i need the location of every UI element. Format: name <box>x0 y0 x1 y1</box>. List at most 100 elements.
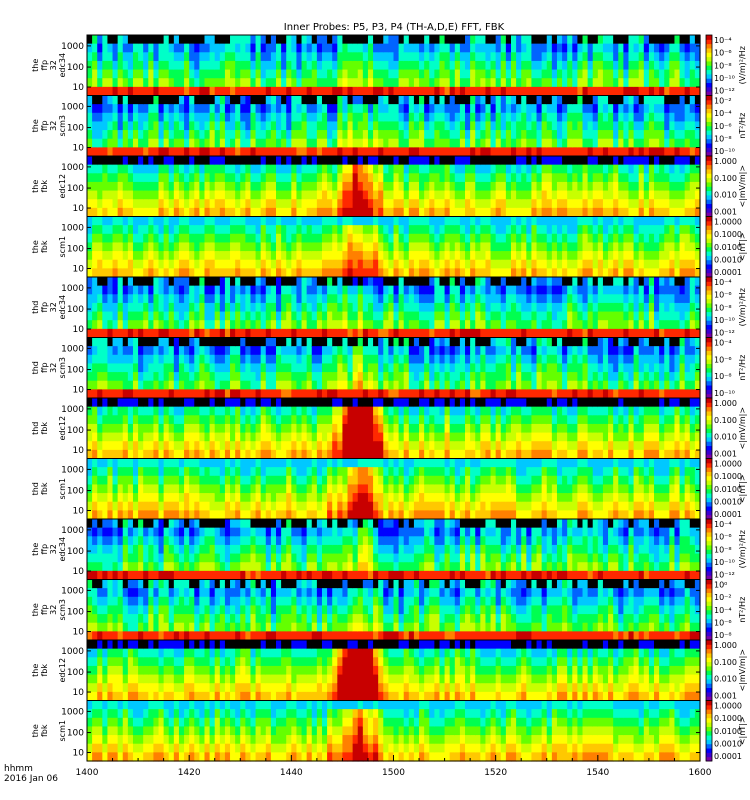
spectrogram-cell <box>403 311 410 321</box>
spectrogram-cell <box>245 173 252 183</box>
spectrogram-cell <box>572 233 578 244</box>
spectrogram-cell <box>281 130 287 140</box>
spectrogram-cell <box>127 216 134 226</box>
spectrogram-cell <box>490 302 497 313</box>
spectrogram-cell <box>102 302 109 313</box>
spectrogram-cell <box>168 173 175 183</box>
spectrogram-cell <box>424 35 430 45</box>
spectrogram-cell <box>577 156 584 166</box>
spectrogram-cell <box>306 95 313 105</box>
spectrogram-cell <box>521 121 527 131</box>
spectrogram-cell <box>393 173 400 183</box>
spectrogram-cell <box>148 199 155 209</box>
spectrogram-cell <box>214 233 221 244</box>
spectrogram-cell <box>449 95 456 105</box>
spectrogram-cell <box>465 320 471 330</box>
spectrogram-cell <box>316 346 323 356</box>
spectrogram-cell <box>184 389 190 399</box>
spectrogram-cell <box>199 207 206 218</box>
spectrogram-cell <box>388 86 395 97</box>
spectrogram-cell <box>546 69 553 79</box>
spectrogram-cell <box>439 251 446 261</box>
spectrogram-cell <box>419 52 425 62</box>
spectrogram-cell <box>659 268 665 278</box>
spectrogram-cell <box>230 259 236 269</box>
spectrogram-cell <box>148 225 155 235</box>
spectrogram-cell <box>495 311 502 321</box>
spectrogram-cell <box>465 181 471 192</box>
spectrogram-cell <box>265 69 272 79</box>
spectrogram-cell <box>689 35 696 45</box>
spectrogram-cell <box>643 52 650 62</box>
spectrogram-cell <box>301 190 308 200</box>
spectrogram-cell <box>306 78 313 88</box>
spectrogram-cell <box>592 112 599 123</box>
spectrogram-cell <box>153 147 160 157</box>
spectrogram-cell <box>301 52 308 62</box>
spectrogram-cell <box>362 60 369 71</box>
spectrogram-cell <box>87 121 93 131</box>
spectrogram-cell <box>362 173 369 183</box>
spectrogram-cell <box>199 190 206 200</box>
spectrogram-cell <box>122 389 129 399</box>
spectrogram-cell <box>654 52 660 62</box>
spectrogram-cell <box>235 268 241 278</box>
colorbar-segment <box>706 173 712 179</box>
spectrogram-cell <box>337 216 344 226</box>
spectrogram-cell <box>230 86 236 97</box>
spectrogram-cell <box>602 242 609 252</box>
spectrogram-cell <box>419 130 425 140</box>
spectrogram-cell <box>286 285 292 295</box>
spectrogram-cell <box>516 181 522 192</box>
spectrogram-cell <box>178 337 185 347</box>
spectrogram-cell <box>122 147 129 157</box>
spectrogram-cell <box>383 251 389 261</box>
spectrogram-cell <box>173 147 180 157</box>
spectrogram-cell <box>521 207 527 218</box>
spectrogram-cell <box>148 121 155 131</box>
spectrogram-cell <box>281 35 287 45</box>
spectrogram-cell <box>567 43 573 53</box>
spectrogram-cell <box>659 242 665 252</box>
spectrogram-cell <box>419 104 425 114</box>
spectrogram-cell <box>475 302 481 313</box>
spectrogram-cell <box>224 199 231 209</box>
spectrogram-cell <box>398 190 405 200</box>
spectrogram-cell <box>178 52 185 62</box>
spectrogram-cell <box>449 52 456 62</box>
colorbar-segment <box>706 333 712 338</box>
colorbar-segment <box>706 168 712 174</box>
spectrogram-cell <box>102 389 109 399</box>
spectrogram-cell <box>536 35 543 45</box>
spectrogram-cell <box>383 60 389 71</box>
spectrogram-cell <box>470 190 476 200</box>
spectrogram-cell <box>143 43 149 53</box>
spectrogram-cell <box>408 130 415 140</box>
spectrogram-cell <box>500 164 507 174</box>
spectrogram-cell <box>306 181 313 192</box>
spectrogram-cell <box>373 233 379 244</box>
spectrogram-cell <box>465 69 471 79</box>
spectrogram-cell <box>413 52 420 62</box>
spectrogram-cell <box>311 69 318 79</box>
spectrogram-cell <box>127 147 134 157</box>
spectrogram-cell <box>694 60 701 71</box>
spectrogram-cell <box>107 43 114 53</box>
spectrogram-cell <box>260 242 267 252</box>
spectrogram-cell <box>362 268 369 278</box>
spectrogram-cell <box>505 268 512 278</box>
spectrogram-cell <box>235 363 241 373</box>
spectrogram-cell <box>654 69 660 79</box>
spectrogram-cell <box>388 277 395 287</box>
spectrogram-cell <box>373 147 379 157</box>
spectrogram-cell <box>132 138 139 148</box>
spectrogram-cell <box>224 268 231 278</box>
spectrogram-cell <box>230 199 236 209</box>
spectrogram-cell <box>260 60 267 71</box>
spectrogram-cell <box>602 164 609 174</box>
spectrogram-cell <box>311 86 318 97</box>
spectrogram-cell <box>413 95 420 105</box>
spectrogram-cell <box>143 216 149 226</box>
spectrogram-cell <box>102 164 109 174</box>
spectrogram-cell <box>408 78 415 88</box>
